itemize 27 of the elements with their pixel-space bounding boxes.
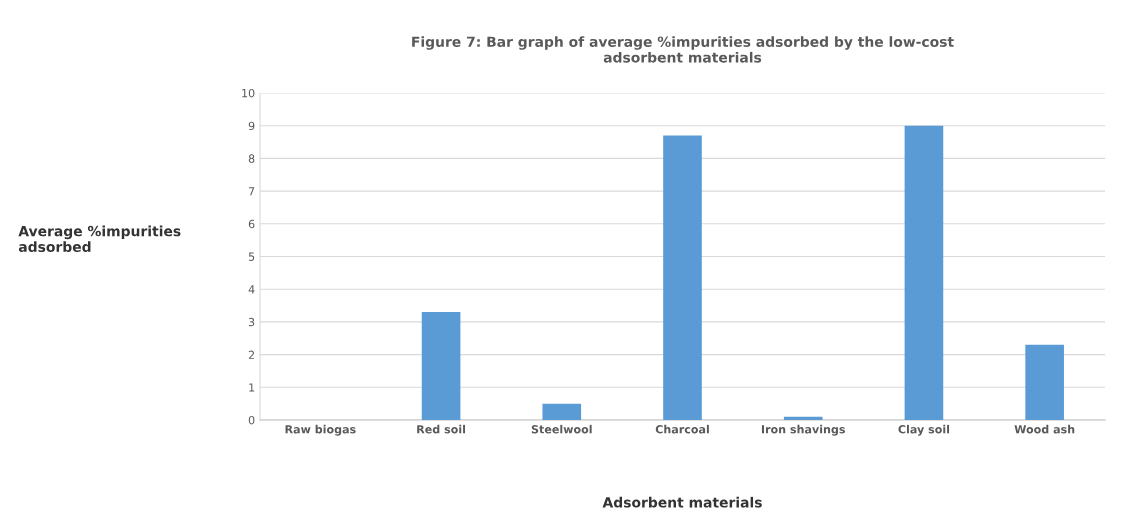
x-tick-label: Red soil	[417, 424, 466, 434]
y-tick-label: 3	[248, 317, 255, 327]
y-tick-label: 7	[248, 187, 255, 196]
x-tick-label: Iron shavings	[761, 424, 845, 436]
x-tick-label: Raw biogas	[285, 424, 356, 436]
y-tick-label: 1	[249, 383, 255, 392]
x-tick-label: Steelwool	[531, 424, 592, 434]
y-tick-label: 2	[248, 350, 255, 359]
y-tick-label: 10	[242, 88, 255, 98]
y-tick-label: 4	[248, 285, 255, 294]
y-tick-label: 0	[248, 415, 255, 425]
bar	[783, 416, 823, 420]
y-tick-label: 8	[248, 154, 255, 163]
x-axis-title: Adsorbent materials	[602, 496, 762, 508]
y-axis-title: Average %impurities adsorbed	[18, 225, 181, 253]
y-tick-label: 6	[248, 219, 255, 229]
bar	[1025, 344, 1064, 420]
bar	[904, 125, 944, 420]
bar	[663, 135, 702, 420]
bar	[421, 312, 461, 420]
x-tick-label: Clay soil	[898, 424, 950, 436]
y-tick-label: 5	[248, 252, 255, 261]
x-tick-label: Charcoal	[655, 424, 709, 434]
x-tick-label: Wood ash	[1014, 424, 1075, 434]
bar	[542, 403, 582, 420]
y-tick-label: 9	[248, 121, 255, 131]
chart-title: Figure 7: Bar graph of average %impurities adsorbed by the low-cost adsorbent materials	[412, 36, 954, 63]
